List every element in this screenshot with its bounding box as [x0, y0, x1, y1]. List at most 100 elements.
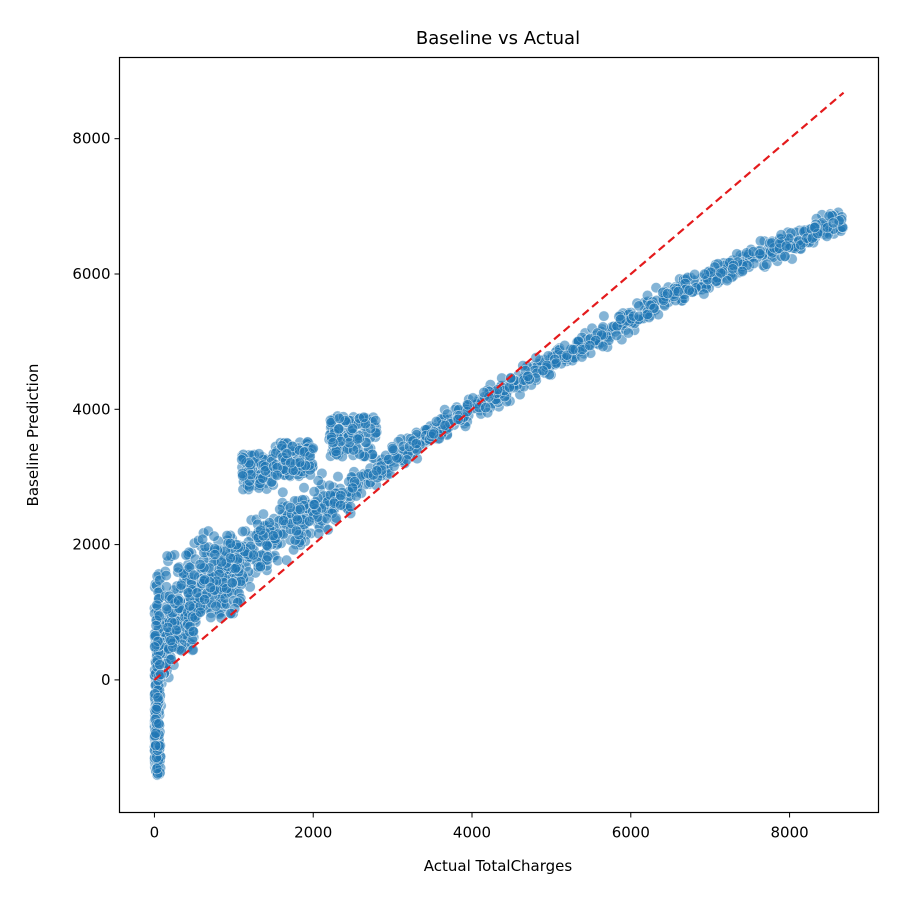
data-point [205, 611, 217, 623]
y-tick-label: 0 [101, 671, 111, 689]
data-point [522, 370, 534, 382]
data-point [194, 606, 206, 618]
data-point [298, 482, 310, 494]
data-point [452, 413, 464, 425]
data-point [352, 433, 364, 445]
data-point [721, 275, 733, 287]
x-axis: 0 2000 4000 6000 8000 [150, 812, 809, 842]
data-point [165, 653, 177, 665]
data-point [161, 550, 173, 562]
data-point [537, 365, 549, 377]
reference-line [153, 91, 845, 681]
plot-area-frame [118, 56, 880, 814]
data-point [237, 525, 249, 537]
data-point [210, 600, 222, 612]
data-point [253, 448, 265, 460]
data-point [205, 582, 217, 594]
data-point [387, 443, 399, 455]
x-tick-label: 0 [150, 824, 160, 842]
data-point [441, 408, 453, 420]
data-point [172, 562, 184, 574]
data-point [698, 288, 710, 300]
data-point [754, 248, 766, 260]
data-point [199, 593, 211, 605]
data-point [285, 457, 297, 469]
data-point [715, 267, 727, 279]
data-point [209, 549, 221, 561]
data-point [809, 222, 821, 234]
x-tick-label: 2000 [294, 824, 332, 842]
data-point [257, 508, 269, 520]
data-point [347, 482, 359, 494]
y-tick-label: 8000 [72, 130, 110, 148]
data-point [150, 703, 162, 715]
y-tick-label: 4000 [72, 400, 110, 418]
data-point [597, 340, 609, 352]
data-point [294, 503, 306, 515]
data-point [303, 515, 315, 527]
data-point [290, 525, 302, 537]
data-point [775, 229, 787, 241]
data-point [333, 412, 345, 424]
data-point [150, 620, 162, 632]
data-point [150, 727, 162, 739]
data-point [261, 539, 273, 551]
y-axis-label: Baseline Prediction [24, 364, 42, 507]
data-point [187, 625, 199, 637]
data-point [308, 486, 320, 498]
data-point [276, 440, 288, 452]
data-point [188, 569, 200, 581]
data-point [154, 659, 166, 671]
data-point [780, 240, 792, 252]
data-point [254, 560, 266, 572]
data-point [153, 718, 165, 730]
data-point [187, 644, 199, 656]
data-point [322, 524, 334, 536]
data-point [358, 411, 370, 423]
data-point [284, 501, 296, 513]
data-point [175, 579, 187, 591]
data-point [150, 740, 162, 752]
data-point [208, 530, 220, 542]
data-point [641, 308, 653, 320]
data-point [271, 469, 283, 481]
data-point [170, 624, 182, 636]
data-point [736, 265, 748, 277]
data-point [161, 603, 173, 615]
data-point [689, 268, 701, 280]
data-point [683, 284, 695, 296]
data-point [462, 399, 474, 411]
data-point [216, 556, 228, 568]
data-point [478, 386, 490, 398]
x-tick-label: 4000 [453, 824, 491, 842]
data-point [224, 537, 236, 549]
data-point [194, 558, 206, 570]
data-point [699, 268, 711, 280]
data-point [180, 549, 192, 561]
data-point [199, 574, 211, 586]
scatter-points [148, 206, 849, 781]
data-point [277, 515, 289, 527]
data-point [175, 644, 187, 656]
data-point [312, 474, 324, 486]
x-tick-label: 8000 [770, 824, 808, 842]
data-point [307, 442, 319, 454]
data-point [151, 599, 163, 611]
data-point [247, 549, 259, 561]
data-point [622, 327, 634, 339]
data-point [215, 612, 227, 624]
data-point [281, 554, 293, 566]
data-point [184, 600, 196, 612]
data-point [727, 263, 739, 275]
data-point [567, 343, 579, 355]
data-point [281, 448, 293, 460]
data-point [611, 329, 623, 341]
data-point [332, 471, 344, 483]
data-point [327, 437, 339, 449]
data-point [584, 340, 596, 352]
data-point [149, 641, 161, 653]
data-point [505, 372, 517, 384]
data-point [262, 551, 274, 563]
data-point [347, 423, 359, 435]
data-point [274, 503, 286, 515]
